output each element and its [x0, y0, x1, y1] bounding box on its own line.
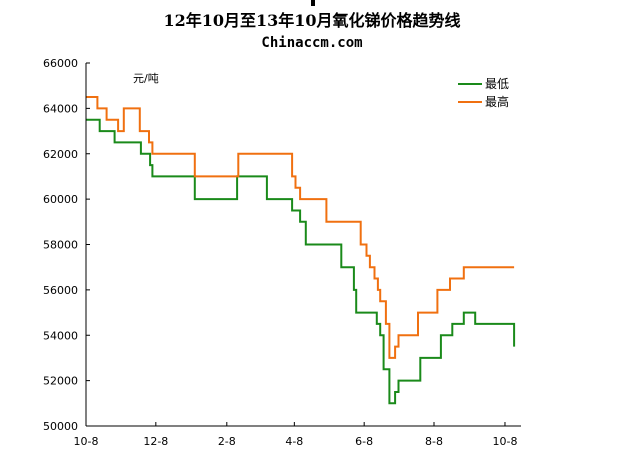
series-line-high — [86, 96, 515, 359]
y-tick-label: 64000 — [43, 102, 78, 115]
x-tick-label: 10-8 — [74, 435, 99, 448]
x-tick-label: 8-8 — [425, 435, 443, 448]
top-marker — [311, 0, 315, 6]
legend-label-high: 最高 — [485, 94, 509, 109]
y-tick-label: 66000 — [43, 57, 78, 70]
y-tick-label: 56000 — [43, 284, 78, 297]
x-tick-label: 2-8 — [218, 435, 236, 448]
x-tick-label: 6-8 — [355, 435, 373, 448]
legend: 最低 最高 — [458, 77, 509, 109]
y-tick-label: 50000 — [43, 420, 78, 433]
series-lines — [86, 96, 516, 405]
y-tick-label: 52000 — [43, 375, 78, 388]
legend-label-low: 最低 — [485, 77, 509, 91]
series-line-low — [86, 118, 516, 405]
y-tick-label: 58000 — [43, 239, 78, 252]
x-tick-label: 4-8 — [285, 435, 303, 448]
x-axis-ticks: 10-8 12-8 2-8 4-8 6-8 8-8 10-8 — [74, 422, 517, 448]
chart-title: 12年10月至13年10月氧化锑价格趋势线 — [163, 11, 460, 30]
y-tick-label: 54000 — [43, 329, 78, 342]
y-unit-label: 元/吨 — [133, 72, 159, 85]
y-tick-label: 60000 — [43, 193, 78, 206]
x-tick-label: 10-8 — [492, 435, 517, 448]
chart-subtitle: Chinaccm.com — [261, 35, 362, 51]
y-axis-ticks: 50000 52000 54000 56000 58000 60000 62000 64000… — [43, 57, 90, 433]
x-tick-label: 12-8 — [143, 435, 168, 448]
y-tick-label: 62000 — [43, 148, 78, 161]
